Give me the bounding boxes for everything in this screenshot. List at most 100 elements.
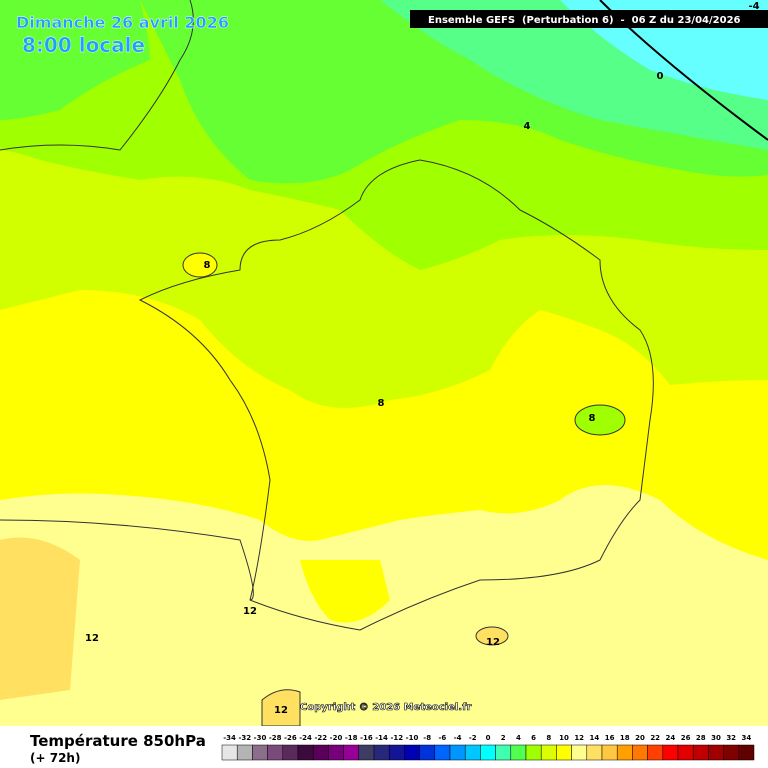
model-info: Ensemble GEFS (Perturbation 6) - 06 Z du…	[428, 15, 741, 26]
legend-swatch	[419, 744, 436, 761]
legend-label: -22	[314, 734, 327, 742]
legend-label: 6	[531, 734, 536, 742]
legend-label: 4	[516, 734, 521, 742]
legend-swatch	[708, 744, 724, 761]
legend-label: 34	[742, 734, 752, 742]
legend-label: 16	[605, 734, 615, 742]
legend-swatch	[586, 744, 603, 761]
legend-swatch	[449, 744, 466, 761]
contour-label: 8	[204, 260, 211, 271]
legend-swatch	[692, 744, 709, 761]
legend-label: -12	[390, 734, 403, 742]
legend-label: -26	[284, 734, 297, 742]
legend-swatch	[312, 744, 329, 761]
legend-label: 24	[666, 734, 676, 742]
legend-label: -4	[454, 734, 462, 742]
legend-swatch	[236, 744, 253, 761]
legend-swatch	[404, 744, 420, 761]
zone-8-spot	[182, 252, 218, 278]
legend-swatch	[373, 744, 390, 761]
legend-swatch	[480, 744, 496, 761]
contour-label: 0	[657, 71, 664, 82]
legend-swatch	[632, 744, 648, 761]
zone-6-spot	[574, 404, 626, 436]
legend-swatch	[677, 744, 694, 761]
legend-label: 32	[726, 734, 736, 742]
model-banner	[410, 10, 768, 28]
legend-label: -2	[469, 734, 477, 742]
legend-swatch	[464, 744, 481, 761]
legend-label: -34	[223, 734, 236, 742]
legend-swatch	[267, 744, 284, 761]
footer-title: Température 850hPa	[30, 732, 206, 750]
legend-label: 26	[681, 734, 691, 742]
contour-label: 12	[274, 705, 288, 716]
legend-label: -28	[269, 734, 282, 742]
legend-swatch	[388, 744, 405, 761]
contour-label: 4	[524, 121, 531, 132]
legend-swatch	[540, 744, 557, 761]
legend-swatch	[601, 744, 618, 761]
date-title: Dimanche 26 avril 2026	[16, 13, 229, 32]
contour-label: 8	[378, 398, 385, 409]
copyright: Copyright © 2026 Meteociel.fr	[300, 702, 471, 713]
legend-label: -16	[360, 734, 373, 742]
zone-12-14	[0, 537, 80, 700]
contour-label: 12	[85, 633, 99, 644]
contour-label: 12	[243, 606, 257, 617]
footer-lead: (+ 72h)	[30, 751, 80, 765]
legend-label: 22	[650, 734, 660, 742]
legend-label: 18	[620, 734, 630, 742]
legend-label: -8	[423, 734, 431, 742]
legend: -34 -32 -30 -28 -26 -24 -22 -20 -18 -16 -14 -12 -10-…	[221, 734, 755, 761]
legend-swatch	[616, 744, 633, 761]
legend-label: 30	[711, 734, 721, 742]
legend-swatch	[556, 744, 572, 761]
legend-label: -18	[345, 734, 358, 742]
contour-label: 8	[589, 413, 596, 424]
legend-label: -6	[439, 734, 447, 742]
legend-swatch	[647, 744, 664, 761]
legend-swatch	[282, 744, 299, 761]
time-title: 8:00 locale	[22, 33, 145, 57]
legend-swatch	[221, 744, 238, 761]
legend-swatch	[662, 744, 679, 761]
legend-label: 28	[696, 734, 706, 742]
legend-label: 12	[574, 734, 584, 742]
zone-8-10b	[300, 560, 390, 623]
france-outline	[138, 159, 654, 631]
legend-swatch	[328, 744, 344, 761]
legend-label: -20	[330, 734, 343, 742]
legend-swatch	[495, 744, 512, 761]
legend-swatch	[525, 744, 542, 761]
legend-label: -24	[299, 734, 312, 742]
legend-swatch	[571, 744, 588, 761]
legend-label: 10	[559, 734, 569, 742]
zone-12-spot2	[261, 689, 301, 727]
legend-swatch	[343, 744, 360, 761]
legend-label: -10	[406, 734, 419, 742]
legend-label: 2	[501, 734, 506, 742]
legend-swatch	[723, 744, 740, 761]
legend-label: -30	[254, 734, 267, 742]
legend-label: 8	[546, 734, 551, 742]
legend-label: 0	[486, 734, 491, 742]
legend-swatch	[434, 744, 451, 761]
zone-2-4b	[0, 0, 150, 120]
legend-swatch	[297, 744, 314, 761]
contour-label: -4	[748, 1, 759, 12]
legend-swatch	[738, 744, 755, 761]
contour-label: 12	[486, 637, 500, 648]
legend-label: 14	[590, 734, 600, 742]
spain-coast	[0, 519, 254, 601]
legend-label: 20	[635, 734, 645, 742]
legend-label: -14	[375, 734, 388, 742]
legend-swatch	[358, 744, 375, 761]
legend-label: -32	[238, 734, 251, 742]
zone-12-spot	[475, 626, 509, 646]
legend-swatch	[510, 744, 527, 761]
uk-coast	[0, 0, 194, 151]
